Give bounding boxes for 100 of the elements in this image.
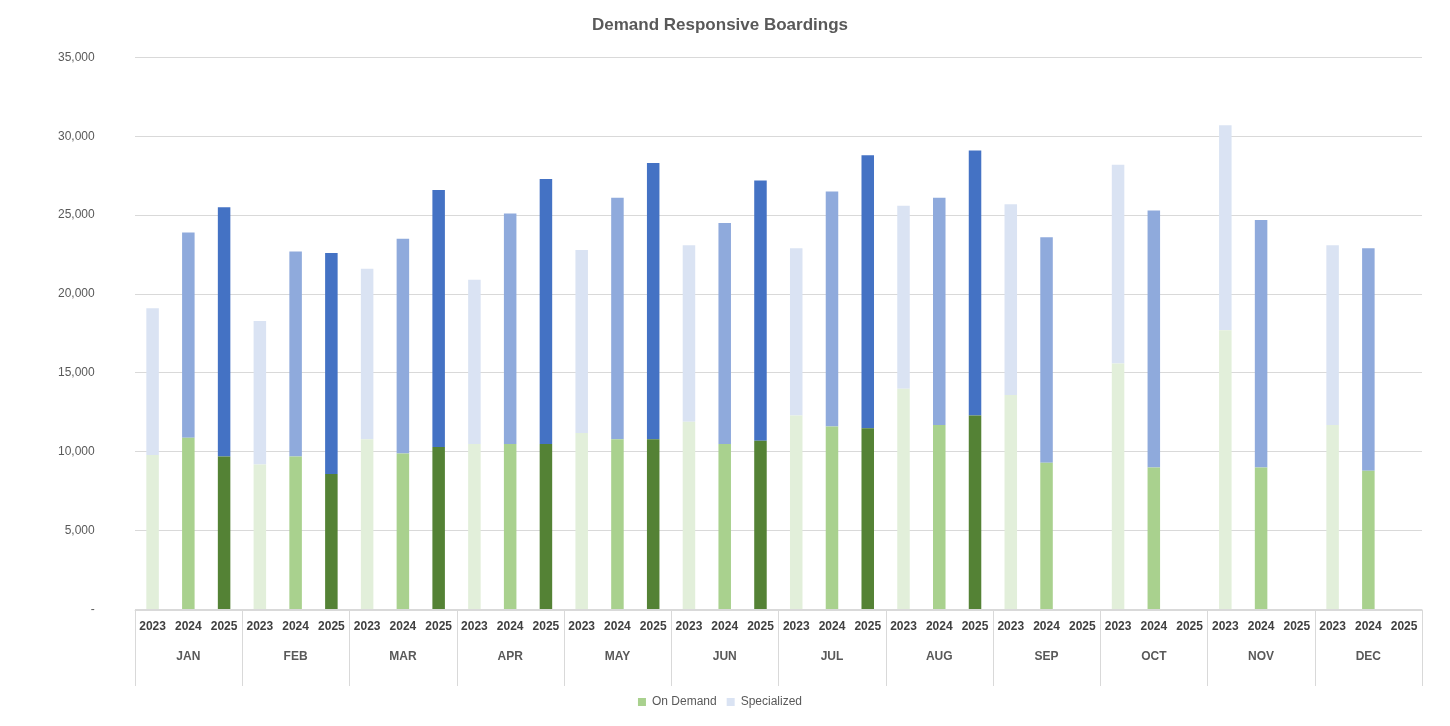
bar [1219,330,1232,610]
bar [360,439,374,610]
bar [1362,470,1375,610]
bar [253,320,267,465]
bar [468,443,481,610]
y-tick-label: 20,000 [58,286,96,301]
bar [575,249,588,433]
bar [503,213,517,444]
x-tick-label: 2023 [139,619,167,634]
bar [432,447,445,610]
x-tick-label: 2023 [461,619,489,634]
bar [754,180,767,441]
bar [253,464,267,610]
bar [825,426,839,610]
chart-title: Demand Responsive Boardings [591,14,849,34]
y-tick-label: 30,000 [58,128,96,143]
x-tick-label: 2023 [997,619,1025,634]
bar [1362,248,1375,471]
x-tick-label: 2023 [890,619,918,634]
text: OCT [1141,648,1168,663]
bar [646,439,660,610]
bar [1111,363,1125,610]
x-tick-label: 2024 [925,619,953,634]
bar [789,248,803,416]
x-tick-label: 2025 [1068,619,1096,634]
legend-label: On Demand [651,694,717,709]
x-tick-label: 2024 [604,619,632,634]
bar [1040,237,1053,463]
x-tick-label: 2023 [675,619,703,634]
bar [718,223,731,444]
bar [682,245,696,422]
bar [611,439,624,610]
bar [1004,395,1018,610]
bar [1147,467,1161,610]
text: NOV [1248,648,1275,663]
bar [1219,125,1232,331]
bar [611,197,624,440]
bar [933,425,946,610]
bar [503,443,517,610]
bar [861,428,875,610]
bar [1004,204,1018,396]
x-tick-label: 2023 [782,619,810,634]
x-tick-label: 2024 [174,619,203,634]
y-tick-label: 35,000 [58,49,96,64]
bar [1254,219,1268,468]
bar [182,232,195,438]
bar [468,279,481,444]
y-tick-label: 10,000 [58,444,96,459]
y-tick-label: 5,000 [64,523,96,538]
x-tick-label: 2024 [711,619,739,634]
bar [325,253,338,474]
bar [396,453,410,610]
x-tick-label: 2024 [496,619,524,634]
bar [1326,425,1339,610]
bar [1111,164,1125,364]
text: DEC [1355,648,1382,663]
text: APR [497,648,524,663]
bar [968,150,982,416]
bar [646,163,660,440]
x-tick-label: 2025 [961,619,989,634]
x-tick-label: 2024 [1355,619,1383,634]
bar [861,155,875,429]
x-tick-label: 2024 [1140,619,1168,634]
x-tick-label: 2025 [425,619,453,634]
x-tick-label: 2025 [854,619,882,634]
x-tick-label: 2025 [1283,619,1311,634]
bar [432,189,445,448]
bar [754,440,767,610]
text: MAR [389,648,417,663]
bar [217,207,231,457]
text: JUL [820,648,844,663]
y-tick-label: - [90,601,95,616]
bar [289,251,302,457]
legend-label: Specialized [740,694,803,709]
text: JAN [176,648,201,663]
x-tick-label: 2025 [639,619,667,634]
x-tick-label: 2023 [1319,619,1347,634]
text: JUN [712,648,737,663]
bar [1147,210,1161,468]
x-tick-label: 2024 [818,619,846,634]
bar [146,454,159,610]
bar [217,456,231,610]
x-tick-label: 2023 [246,619,274,634]
y-tick-label: 25,000 [58,207,96,222]
bar [539,443,553,610]
bar [289,456,302,610]
bar [718,443,731,610]
x-tick-label: 2024 [1033,619,1061,634]
bar [897,205,910,389]
bar [396,238,410,454]
x-tick-label: 2024 [389,619,417,634]
bar [575,432,588,610]
x-tick-label: 2024 [282,619,310,634]
text: MAY [604,648,631,663]
bar [933,197,946,426]
bar [360,268,374,440]
x-tick-label: 2024 [1247,619,1275,634]
bar [968,415,982,610]
x-tick-label: 2025 [1390,619,1418,634]
x-tick-label: 2025 [210,619,238,634]
